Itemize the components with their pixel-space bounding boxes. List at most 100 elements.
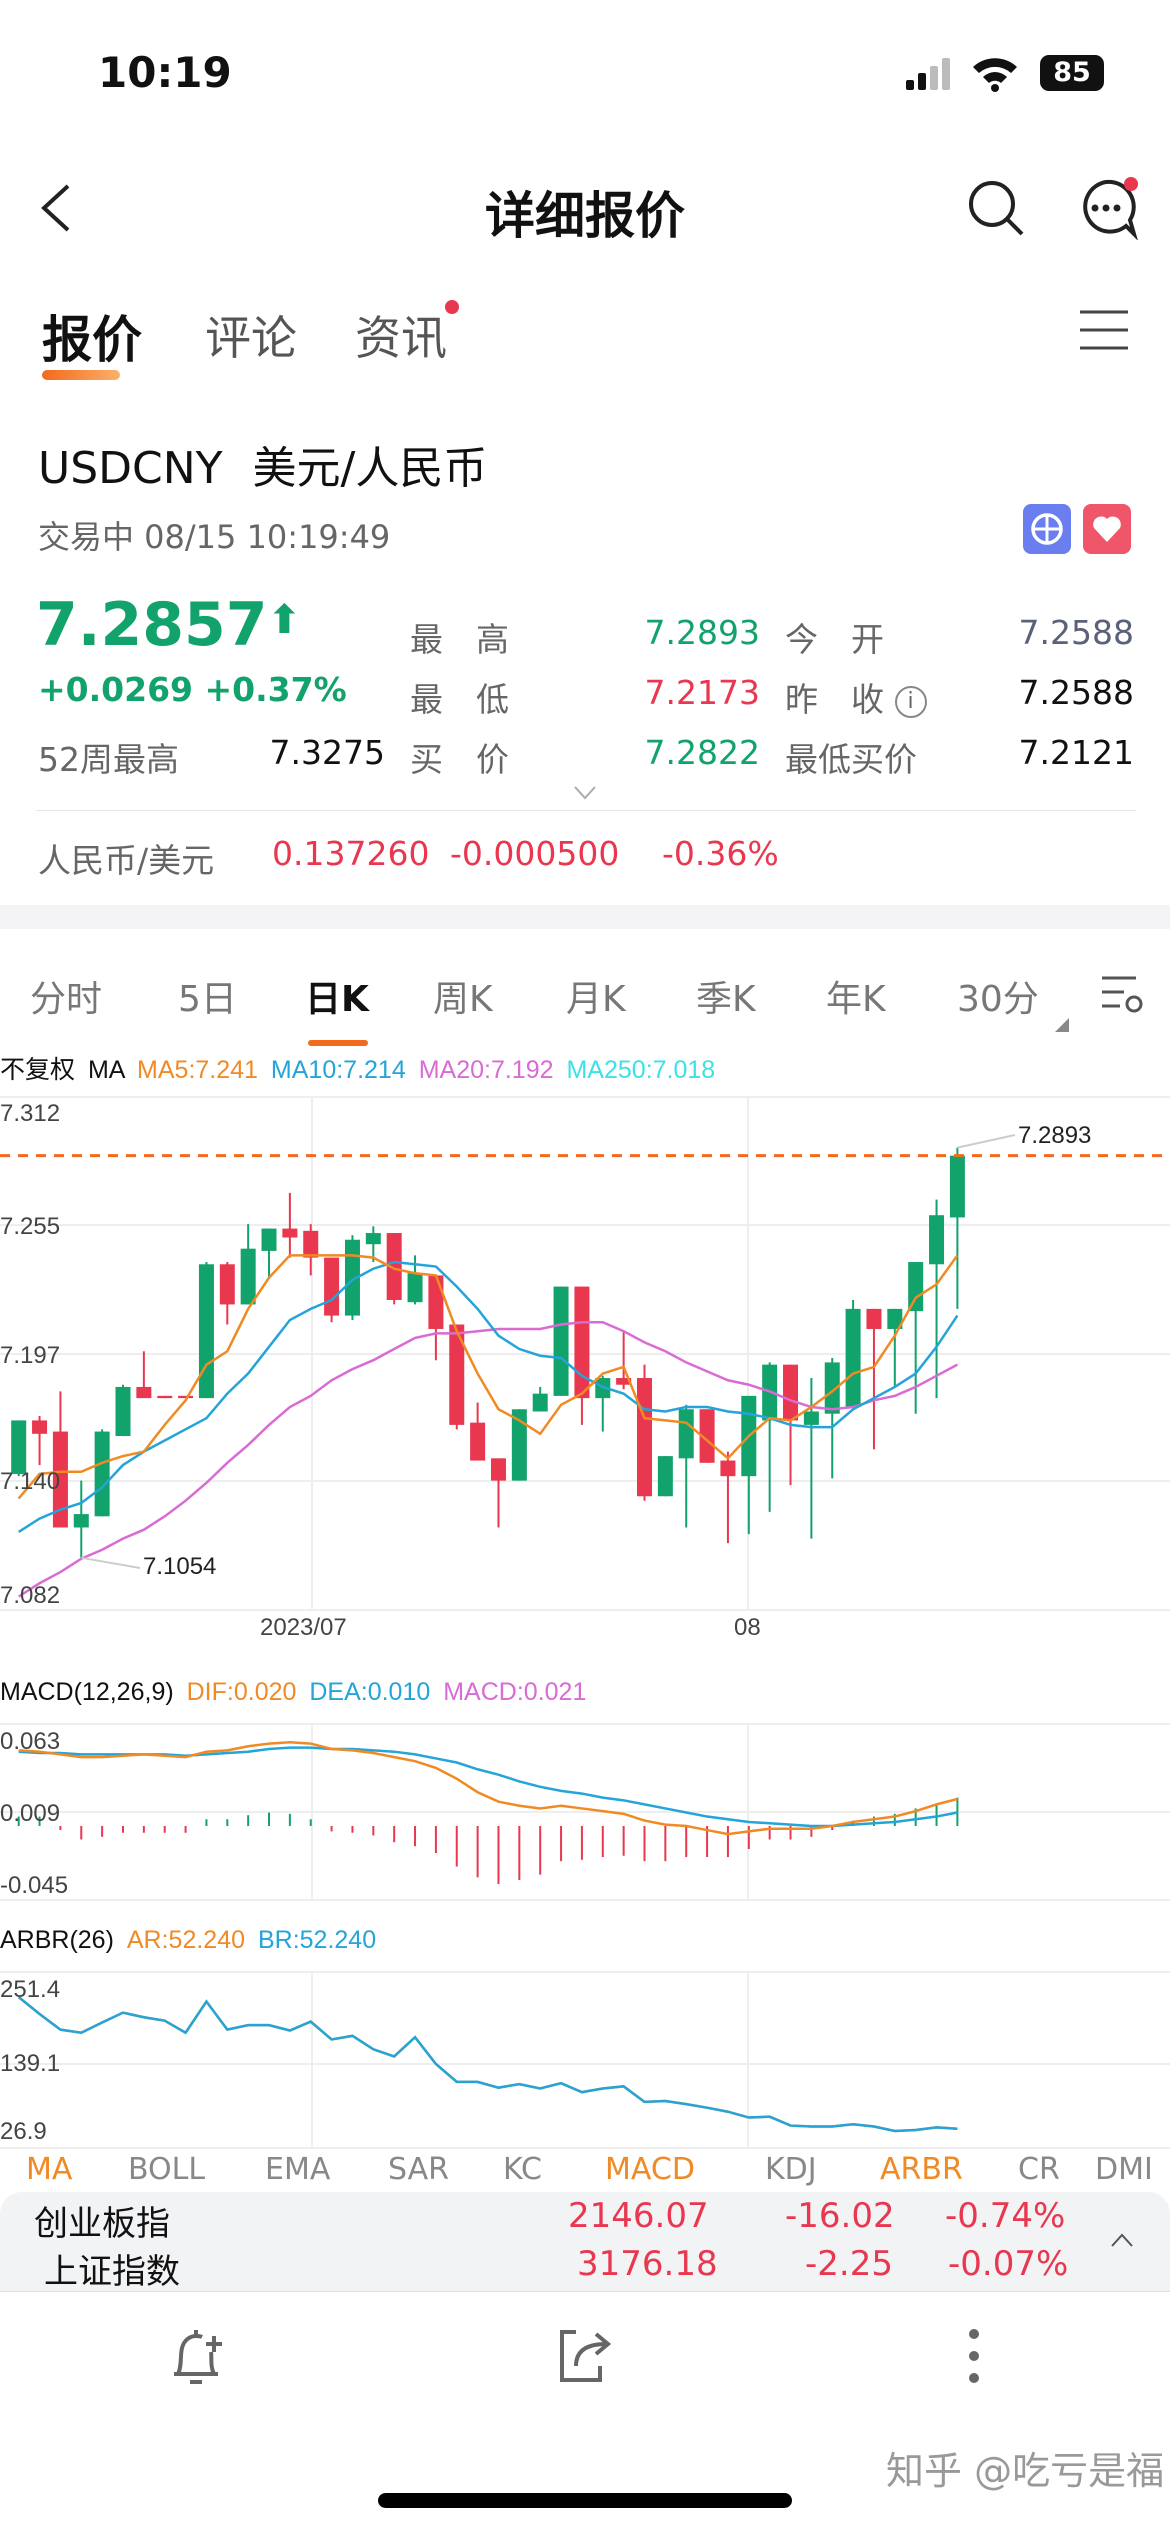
x-tick: 2023/07 bbox=[260, 1614, 347, 1641]
tab-comments[interactable]: 评论 bbox=[205, 311, 297, 365]
back-button[interactable] bbox=[36, 182, 76, 238]
arbr-y-tick: 26.9 bbox=[0, 2118, 47, 2145]
period-tab-quarterly[interactable]: 季K bbox=[696, 979, 756, 1020]
trading-status: 交易中 08/15 10:19:49 bbox=[38, 518, 391, 556]
period-tab-5d[interactable]: 5日 bbox=[178, 979, 237, 1020]
change-value: +0.0269 bbox=[38, 670, 193, 709]
candle-body bbox=[261, 1228, 277, 1251]
menu-icon[interactable] bbox=[1078, 308, 1130, 356]
candle-body bbox=[511, 1409, 527, 1481]
message-icon[interactable] bbox=[1076, 176, 1140, 244]
index-change: -16.02 bbox=[785, 2196, 895, 2236]
candle-body bbox=[532, 1393, 548, 1412]
home-indicator[interactable] bbox=[378, 2493, 792, 2508]
arbr-y-tick: 139.1 bbox=[0, 2050, 61, 2077]
indicator-tab-macd[interactable]: MACD bbox=[605, 2152, 695, 2187]
notification-dot bbox=[445, 300, 459, 314]
indicator-tab-kdj[interactable]: KDJ bbox=[765, 2152, 817, 2187]
y-tick: 7.312 bbox=[0, 1100, 61, 1127]
indicator-tab-dmi[interactable]: DMI bbox=[1095, 2152, 1153, 2187]
dea-legend: DEA:0.010 bbox=[309, 1678, 431, 1706]
candle-body bbox=[219, 1264, 235, 1305]
index-row[interactable]: 上证指数 3176.18 -2.25 -0.07% bbox=[0, 2244, 1100, 2291]
expand-chevron-icon[interactable] bbox=[573, 785, 597, 805]
period-tab-yearly[interactable]: 年K bbox=[826, 979, 886, 1020]
info-icon[interactable]: i bbox=[894, 686, 927, 718]
period-tab-30min[interactable]: 30分 bbox=[957, 979, 1039, 1020]
index-row[interactable]: 创业板指 2146.07 -16.02 -0.74% bbox=[0, 2196, 1170, 2244]
candle-body bbox=[428, 1275, 444, 1329]
period-tab-daily[interactable]: 日K bbox=[305, 979, 369, 1020]
tab-news[interactable]: 资讯 bbox=[355, 300, 459, 368]
indicator-tab-arbr[interactable]: ARBR bbox=[880, 2152, 963, 2187]
index-name: 创业板指 bbox=[34, 2204, 170, 2244]
up-arrow-icon: ⬆ bbox=[267, 597, 302, 643]
add-alert-bell-icon[interactable] bbox=[166, 2326, 226, 2394]
indicator-tab-ema[interactable]: EMA bbox=[265, 2152, 331, 2187]
candle-body bbox=[449, 1324, 465, 1425]
candle-body bbox=[32, 1420, 48, 1434]
period-tab-monthly[interactable]: 月K bbox=[566, 979, 626, 1020]
candle-body bbox=[240, 1248, 256, 1305]
adjust-mode[interactable]: 不复权 bbox=[0, 1056, 76, 1084]
indicator-tab-sar[interactable]: SAR bbox=[388, 2152, 449, 2187]
candle-body bbox=[407, 1273, 423, 1303]
candle-body bbox=[94, 1431, 110, 1517]
index-pct: -0.07% bbox=[948, 2244, 1069, 2284]
indicator-tab-ma[interactable]: MA bbox=[26, 2152, 73, 2187]
min-price-label: 7.1054 bbox=[143, 1553, 217, 1580]
period-tab-intraday[interactable]: 分时 bbox=[30, 979, 103, 1020]
ma10-line bbox=[18, 1260, 959, 1533]
macd-legend: MACD(12,26,9) DIF:0.020 DEA:0.010 MACD:0… bbox=[0, 1678, 586, 1707]
tab-quote-label: 报价 bbox=[42, 311, 142, 369]
instrument-name: 美元/人民币 bbox=[252, 443, 488, 494]
high-label: 最 高 bbox=[410, 620, 509, 659]
candle-body bbox=[720, 1460, 736, 1477]
open-value: 7.2588 bbox=[1018, 613, 1134, 652]
bid-value: 7.2822 bbox=[644, 733, 760, 772]
more-options-icon[interactable] bbox=[966, 2328, 982, 2388]
index-value: 2146.07 bbox=[568, 2196, 709, 2236]
chart-settings-icon[interactable] bbox=[1100, 972, 1144, 1020]
candle-body bbox=[490, 1458, 506, 1481]
index-pct: -0.74% bbox=[945, 2196, 1066, 2236]
min-label-leader bbox=[81, 1556, 141, 1569]
candle-body bbox=[887, 1308, 903, 1329]
search-icon[interactable] bbox=[966, 178, 1026, 242]
ma10-legend: MA10:7.214 bbox=[270, 1056, 406, 1084]
collapse-chevron-icon[interactable] bbox=[1110, 2232, 1134, 2252]
page-title: 详细报价 bbox=[485, 187, 685, 245]
share-icon[interactable] bbox=[556, 2326, 616, 2390]
candle-body bbox=[657, 1456, 673, 1497]
candle-body bbox=[365, 1233, 381, 1245]
last-price-value: 7.2857 bbox=[36, 590, 268, 660]
active-period-indicator bbox=[308, 1040, 368, 1046]
instrument-title: USDCNY 美元/人民币 bbox=[38, 432, 487, 496]
week52-label: 52周最高 bbox=[38, 740, 179, 779]
arbr-title: ARBR(26) bbox=[0, 1926, 114, 1954]
macd-value-legend: MACD:0.021 bbox=[443, 1678, 587, 1706]
ma250-legend: MA250:7.018 bbox=[566, 1056, 716, 1084]
tab-quote[interactable]: 报价 bbox=[42, 300, 142, 380]
ma-legend: 不复权 MA MA5:7.241 MA10:7.214 MA20:7.192 M… bbox=[0, 1050, 715, 1086]
price-change: +0.0269 +0.37% bbox=[38, 670, 347, 709]
dropdown-triangle-icon bbox=[1055, 1018, 1069, 1032]
period-tab-weekly[interactable]: 周K bbox=[433, 979, 493, 1020]
macd-y-tick: 0.009 bbox=[0, 1800, 61, 1827]
ma20-legend: MA20:7.192 bbox=[418, 1056, 554, 1084]
globe-icon[interactable] bbox=[1023, 504, 1071, 554]
dif-legend: DIF:0.020 bbox=[186, 1678, 297, 1706]
indicator-tab-boll[interactable]: BOLL bbox=[128, 2152, 206, 2187]
macd-y-tick: -0.045 bbox=[0, 1872, 69, 1899]
candle-body bbox=[11, 1420, 27, 1474]
index-ticker-sheet[interactable]: 创业板指 2146.07 -16.02 -0.74% 上证指数 3176.18 … bbox=[0, 2192, 1170, 2292]
candle-body bbox=[699, 1409, 715, 1463]
favorite-heart-icon[interactable] bbox=[1083, 504, 1131, 554]
candle-body bbox=[783, 1364, 799, 1421]
candle-body bbox=[344, 1239, 360, 1316]
tab-news-label: 资讯 bbox=[355, 311, 447, 365]
bid-label: 买 价 bbox=[410, 740, 509, 779]
indicator-tab-cr[interactable]: CR bbox=[1018, 2152, 1060, 2187]
indicator-tab-kc[interactable]: KC bbox=[503, 2152, 542, 2187]
